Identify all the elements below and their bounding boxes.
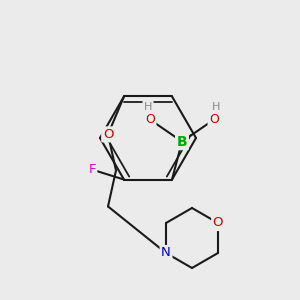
Text: N: N [161, 247, 171, 260]
Text: B: B [177, 135, 187, 148]
Text: O: O [209, 113, 219, 126]
Text: F: F [88, 163, 96, 176]
Text: H: H [212, 102, 220, 112]
Text: O: O [103, 128, 113, 141]
Text: O: O [213, 217, 223, 230]
Text: O: O [145, 113, 155, 126]
Text: H: H [144, 102, 152, 112]
